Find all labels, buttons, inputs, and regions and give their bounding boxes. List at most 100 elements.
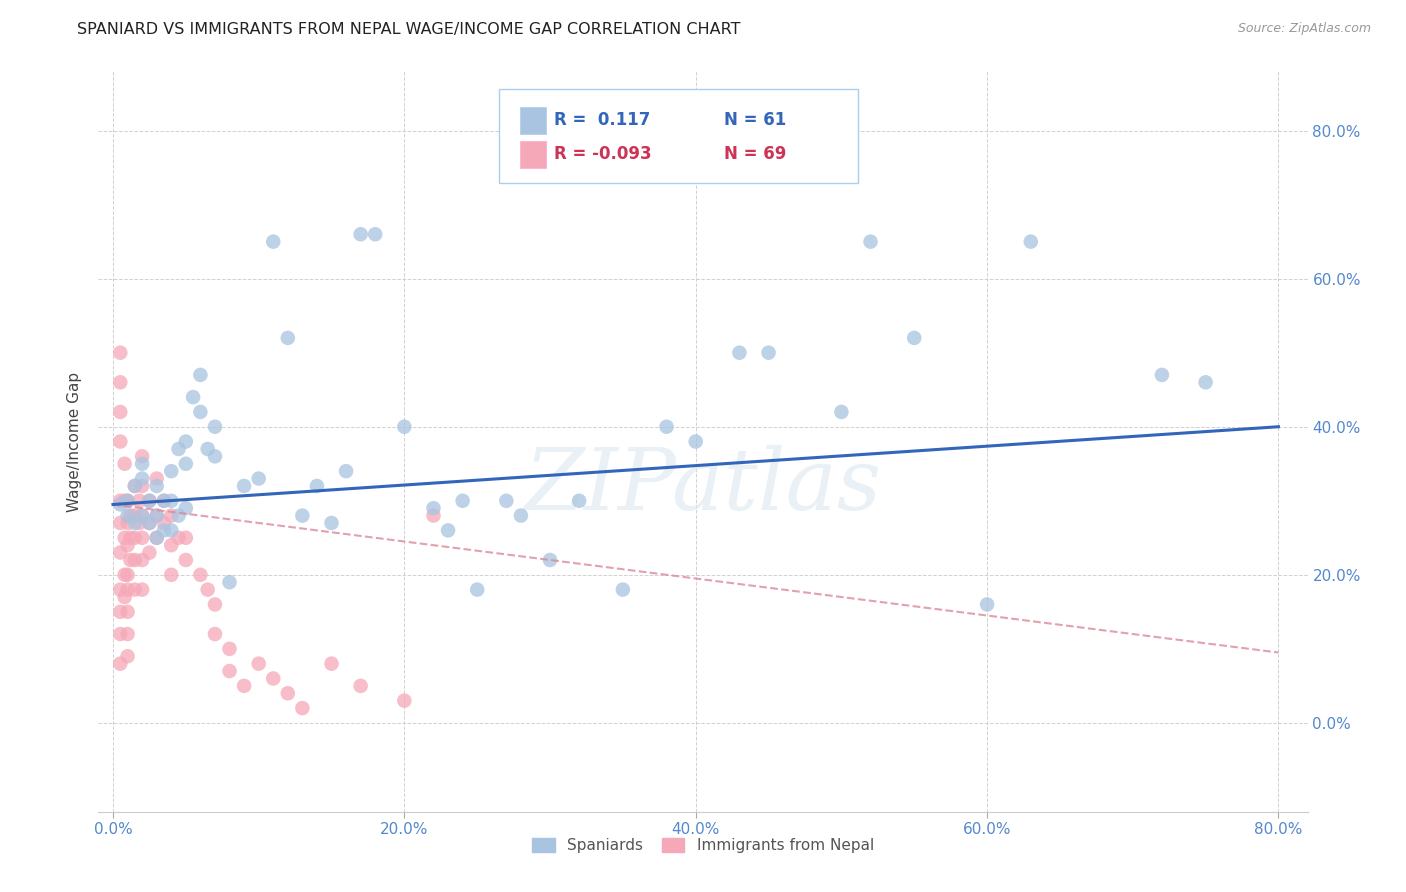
Point [233, 679, 256, 693]
Point [174, 434, 197, 449]
Point [114, 493, 136, 508]
Point [153, 493, 176, 508]
Point [117, 582, 139, 597]
Point [903, 331, 925, 345]
Point [117, 516, 139, 530]
Point [174, 457, 197, 471]
Point [174, 531, 197, 545]
Point [117, 493, 139, 508]
Point [568, 493, 591, 508]
Point [335, 464, 357, 478]
Point [124, 531, 146, 545]
Point [145, 531, 167, 545]
Point [145, 471, 167, 485]
Point [218, 664, 240, 678]
Point [138, 516, 160, 530]
Point [110, 345, 132, 359]
Point [190, 567, 212, 582]
Point [321, 657, 343, 671]
Point [110, 493, 132, 508]
Point [1150, 368, 1173, 382]
Point [728, 345, 751, 359]
Point [167, 531, 190, 545]
Point [117, 605, 139, 619]
Point [465, 582, 488, 597]
Point [117, 508, 139, 523]
Point [204, 419, 226, 434]
Point [350, 679, 373, 693]
Point [138, 493, 160, 508]
Point [117, 538, 139, 552]
Point [204, 598, 226, 612]
Point [110, 434, 132, 449]
Point [114, 457, 136, 471]
Point [117, 649, 139, 664]
Point [124, 516, 146, 530]
Point [114, 567, 136, 582]
Point [145, 531, 167, 545]
Point [394, 694, 416, 708]
Point [364, 227, 387, 242]
Point [117, 567, 139, 582]
Point [138, 493, 160, 508]
Point [538, 553, 561, 567]
Point [291, 508, 314, 523]
Point [110, 582, 132, 597]
Point [110, 498, 132, 512]
Point [233, 479, 256, 493]
Text: R = -0.093: R = -0.093 [554, 145, 651, 163]
Point [110, 657, 132, 671]
Point [120, 531, 142, 545]
Point [190, 405, 212, 419]
Point [124, 508, 146, 523]
Point [321, 516, 343, 530]
Point [131, 457, 153, 471]
Point [305, 479, 328, 493]
Point [114, 531, 136, 545]
Point [131, 531, 153, 545]
Point [131, 508, 153, 523]
Point [160, 508, 183, 523]
Point [160, 524, 183, 538]
Text: N = 61: N = 61 [724, 112, 786, 129]
Point [153, 493, 176, 508]
Point [422, 501, 444, 516]
Point [451, 493, 474, 508]
Point [110, 546, 132, 560]
Point [153, 524, 176, 538]
Point [131, 471, 153, 485]
Point [160, 567, 183, 582]
Point [124, 479, 146, 493]
Y-axis label: Wage/Income Gap: Wage/Income Gap [67, 371, 83, 512]
Point [160, 464, 183, 478]
Point [197, 442, 219, 456]
Point [160, 538, 183, 552]
Point [190, 368, 212, 382]
Point [1019, 235, 1042, 249]
Point [114, 590, 136, 604]
Text: Source: ZipAtlas.com: Source: ZipAtlas.com [1237, 22, 1371, 36]
Point [247, 471, 270, 485]
Point [204, 450, 226, 464]
Point [131, 450, 153, 464]
Point [131, 553, 153, 567]
Point [138, 546, 160, 560]
Point [685, 434, 707, 449]
Text: SPANIARD VS IMMIGRANTS FROM NEPAL WAGE/INCOME GAP CORRELATION CHART: SPANIARD VS IMMIGRANTS FROM NEPAL WAGE/I… [77, 22, 741, 37]
Point [167, 508, 190, 523]
Point [128, 493, 150, 508]
Point [247, 657, 270, 671]
Point [509, 508, 531, 523]
Point [758, 345, 780, 359]
Point [131, 508, 153, 523]
Point [1194, 376, 1216, 390]
Point [277, 331, 299, 345]
Point [394, 419, 416, 434]
Point [859, 235, 882, 249]
Point [131, 582, 153, 597]
Point [181, 390, 204, 404]
Point [167, 442, 190, 456]
Point [291, 701, 314, 715]
Point [218, 641, 240, 656]
Point [204, 627, 226, 641]
